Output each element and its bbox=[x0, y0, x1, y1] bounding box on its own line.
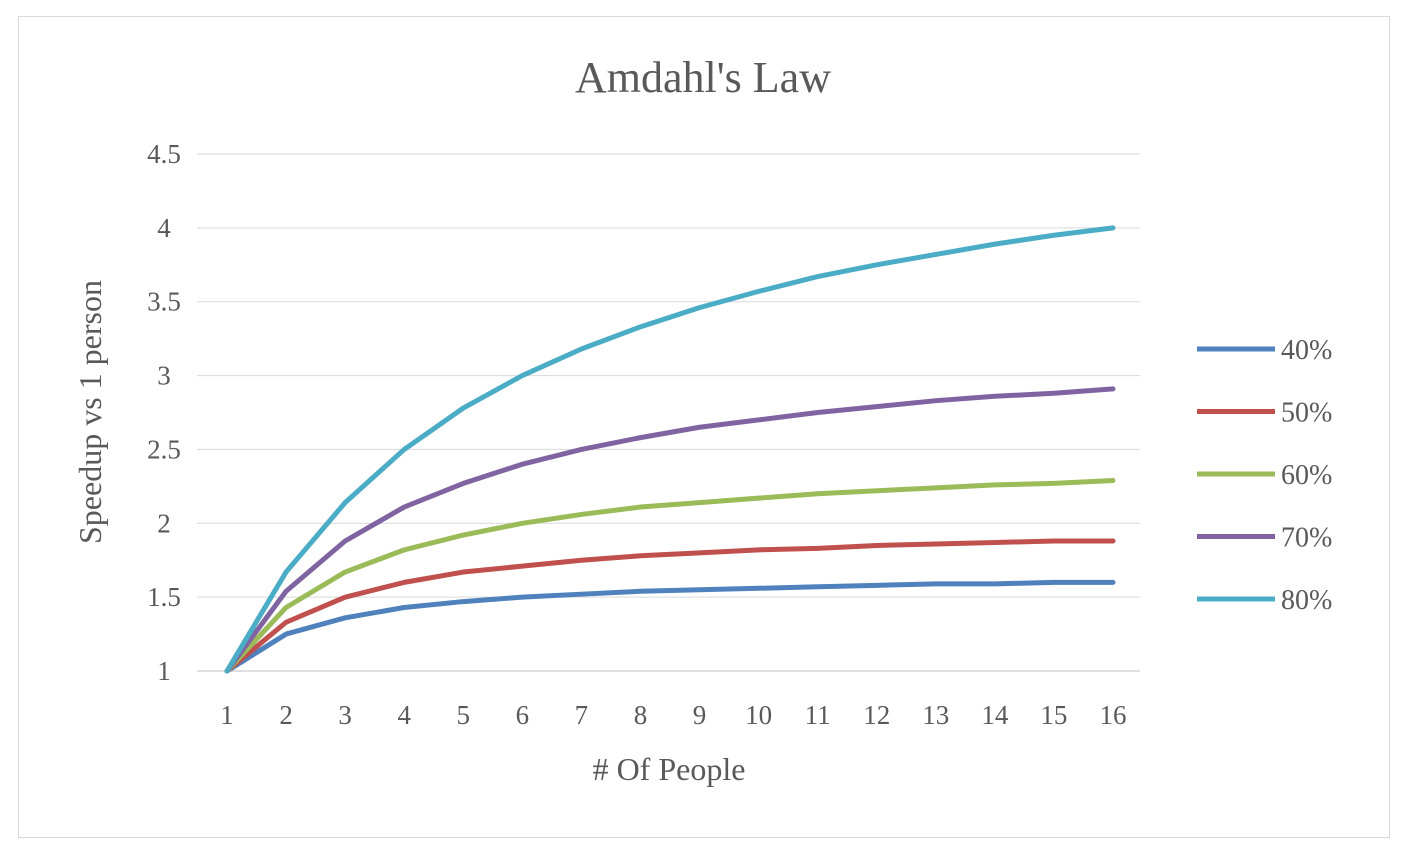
y-tick-label: 4.5 bbox=[147, 139, 181, 169]
x-tick-label: 1 bbox=[220, 700, 234, 730]
x-tick-label: 3 bbox=[338, 700, 352, 730]
x-tick-label: 10 bbox=[745, 700, 772, 730]
y-tick-label: 1.5 bbox=[147, 582, 181, 612]
x-tick-label: 5 bbox=[457, 700, 471, 730]
y-tick-label: 2 bbox=[157, 508, 171, 538]
y-tick-label: 3.5 bbox=[147, 287, 181, 317]
x-tick-label: 12 bbox=[863, 700, 890, 730]
series-line-80pct bbox=[224, 225, 1116, 674]
x-tick-label: 14 bbox=[981, 700, 1009, 730]
x-tick-label: 2 bbox=[279, 700, 293, 730]
x-tick-label: 8 bbox=[634, 700, 648, 730]
x-tick-label: 7 bbox=[575, 700, 589, 730]
y-tick-label: 1 bbox=[157, 656, 171, 686]
x-tick-label: 15 bbox=[1040, 700, 1067, 730]
legend-label: 80% bbox=[1281, 585, 1332, 616]
legend-label: 40% bbox=[1281, 335, 1332, 366]
series-line-60pct bbox=[224, 477, 1116, 674]
x-tick-label: 9 bbox=[693, 700, 707, 730]
x-tick-label: 16 bbox=[1100, 700, 1127, 730]
x-tick-label: 4 bbox=[397, 700, 411, 730]
x-tick-label: 13 bbox=[922, 700, 949, 730]
y-tick-label: 2.5 bbox=[147, 434, 181, 464]
legend-label: 60% bbox=[1281, 460, 1332, 491]
series-line-40pct bbox=[224, 579, 1116, 674]
x-tick-label: 6 bbox=[516, 700, 530, 730]
y-tick-label: 4 bbox=[157, 213, 171, 243]
legend-label: 50% bbox=[1281, 398, 1332, 429]
chart-title: Amdahl's Law bbox=[575, 53, 831, 102]
legend-label: 70% bbox=[1281, 523, 1332, 554]
x-tick-label: 11 bbox=[805, 700, 831, 730]
x-axis-label: # Of People bbox=[593, 751, 746, 787]
series-line-70pct bbox=[224, 386, 1116, 674]
series-line-50pct bbox=[224, 538, 1116, 674]
y-tick-label: 3 bbox=[157, 361, 171, 391]
y-axis-label: Speedup vs 1 person bbox=[72, 280, 108, 544]
